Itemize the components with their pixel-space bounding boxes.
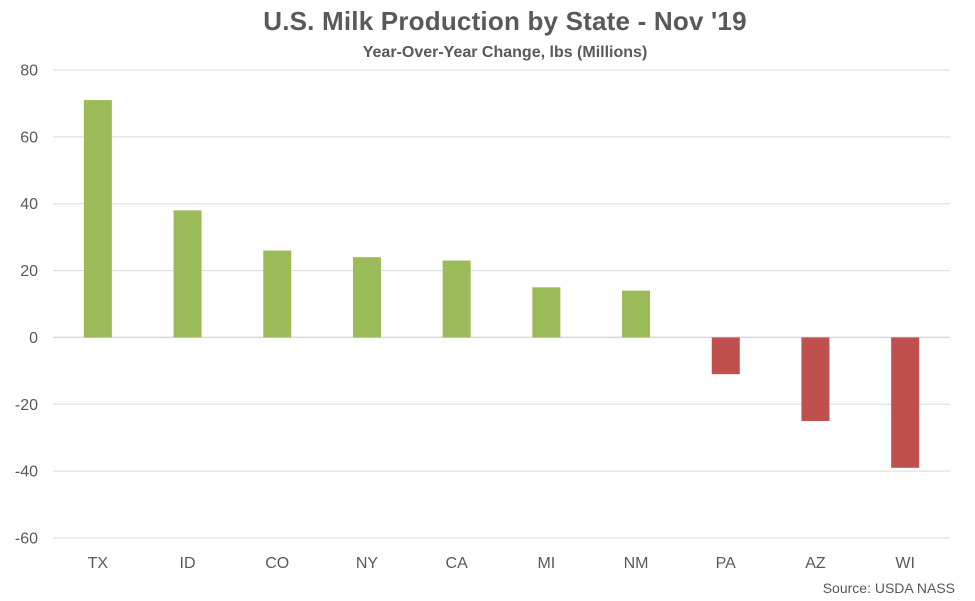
bar-ca: [442, 260, 471, 338]
y-tick-label: 60: [20, 129, 38, 146]
y-tick-label: -40: [15, 464, 38, 481]
y-tick-label: 20: [20, 263, 38, 280]
x-axis-ticks: TX ID CO NY CA MI NM PA AZ WI: [88, 555, 915, 572]
bar-tx: [83, 100, 112, 338]
x-tick-label-id: ID: [180, 555, 196, 572]
bar-co: [263, 250, 292, 338]
x-tick-label-ny: NY: [356, 555, 379, 572]
y-tick-label: -20: [15, 397, 38, 414]
x-tick-label-wi: WI: [895, 555, 915, 572]
bar-id: [173, 210, 202, 338]
x-tick-label-nm: NM: [624, 555, 649, 572]
x-tick-label-co: CO: [265, 555, 289, 572]
chart-title: U.S. Milk Production by State - Nov '19: [263, 6, 747, 36]
y-tick-label: 40: [20, 196, 38, 213]
gridlines: [53, 69, 950, 539]
x-tick-label-tx: TX: [88, 555, 109, 572]
x-tick-label-az: AZ: [805, 555, 826, 572]
bar-pa: [711, 337, 740, 375]
y-tick-label: 80: [20, 63, 38, 80]
bar-mi: [532, 287, 561, 338]
bar-wi: [891, 337, 920, 468]
source-note: Source: USDA NASS: [822, 580, 955, 596]
y-axis-ticks: 80 60 40 20 0 -20 -40 -60: [15, 63, 38, 548]
y-tick-label: 0: [29, 330, 38, 347]
chart-subtitle: Year-Over-Year Change, lbs (Millions): [362, 44, 648, 61]
x-tick-label-mi: MI: [537, 555, 555, 572]
bar-az: [801, 337, 830, 421]
bars: [83, 100, 920, 468]
bar-ny: [352, 257, 381, 338]
y-tick-label: -60: [15, 531, 38, 548]
bar-nm: [622, 290, 651, 338]
x-tick-label-pa: PA: [716, 555, 736, 572]
x-tick-label-ca: CA: [446, 555, 469, 572]
